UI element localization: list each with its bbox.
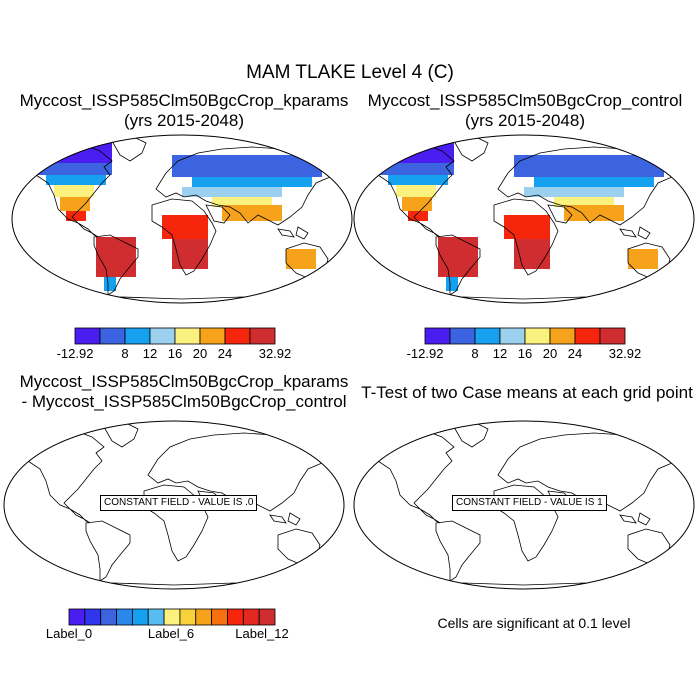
cb1-swatch-5 <box>199 327 226 345</box>
cb1-label-16: 16 <box>167 346 183 361</box>
panel-2-map <box>353 134 695 304</box>
cb2-label-20: 20 <box>542 346 558 361</box>
cb1-label-min: -12.92 <box>56 346 94 361</box>
cb2-label-24: 24 <box>567 346 583 361</box>
cb2-swatch-0 <box>424 327 451 345</box>
cb1-swatch-0 <box>74 327 101 345</box>
panel-1-map <box>11 134 353 304</box>
cb3-swatch-2 <box>100 608 117 626</box>
figure-title: MAM TLAKE Level 4 (C) <box>246 62 454 83</box>
cb3-swatch-1 <box>84 608 102 626</box>
cb3-label-6: Label_6 <box>147 626 195 641</box>
panel-4-map <box>353 420 695 590</box>
cb2-label-16: 16 <box>517 346 533 361</box>
colorbar-panel-2 <box>424 327 626 345</box>
panel-4-title-line1: T-Test of two Case means at each grid po… <box>361 383 693 402</box>
cb2-label-8: 8 <box>471 346 479 361</box>
constant-field-label-difference: CONSTANT FIELD - VALUE IS .0 <box>100 495 258 511</box>
panel-2-title-line1: Myccost_ISSP585Clm50BgcCrop_control <box>367 91 683 110</box>
cb2-swatch-2 <box>474 327 501 345</box>
cb3-swatch-5 <box>147 608 165 626</box>
cb1-label-max: 32.92 <box>258 346 292 361</box>
cb3-label-0: Label_0 <box>45 626 93 641</box>
cb2-swatch-7 <box>599 327 626 345</box>
cb1-swatch-3 <box>149 327 176 345</box>
cb1-swatch-6 <box>224 327 251 345</box>
cb1-swatch-4 <box>174 327 201 345</box>
panel-2-title-line2: (yrs 2015-2048) <box>464 111 585 130</box>
cb3-swatch-3 <box>116 608 133 626</box>
cb2-swatch-4 <box>524 327 551 345</box>
cb3-swatch-7 <box>179 608 197 626</box>
significance-note: Cells are significant at 0.1 level <box>437 615 631 631</box>
panel-3-map <box>3 420 345 590</box>
cb2-swatch-6 <box>574 327 601 345</box>
cb3-swatch-9 <box>211 608 228 626</box>
panel-3-title-line1: Myccost_ISSP585Clm50BgcCrop_kparams <box>19 372 349 391</box>
constant-field-label-ttest: CONSTANT FIELD - VALUE IS 1 <box>452 495 607 511</box>
cb3-swatch-11 <box>242 608 260 626</box>
cb1-swatch-2 <box>124 327 151 345</box>
cb1-label-20: 20 <box>192 346 208 361</box>
cb2-swatch-3 <box>499 327 526 345</box>
cb1-label-8: 8 <box>121 346 129 361</box>
colorbar-difference <box>68 608 276 626</box>
cb1-swatch-7 <box>249 327 276 345</box>
colorbar-panel-1 <box>74 327 276 345</box>
cb2-swatch-1 <box>449 327 476 345</box>
cb1-swatch-1 <box>99 327 126 345</box>
cb2-label-max: 32.92 <box>608 346 642 361</box>
cb2-label-12: 12 <box>492 346 508 361</box>
cb3-swatch-8 <box>195 608 213 626</box>
cb3-label-12: Label_12 <box>235 626 289 641</box>
cb3-swatch-4 <box>131 608 149 626</box>
panel-1-title-line2: (yrs 2015-2048) <box>123 111 244 130</box>
cb3-swatch-0 <box>68 608 86 626</box>
panel-2-title: Myccost_ISSP585Clm50BgcCrop_control (yrs… <box>368 91 683 131</box>
cb2-swatch-5 <box>549 327 576 345</box>
panel-3-title: Myccost_ISSP585Clm50BgcCrop_kparams - My… <box>20 372 349 412</box>
panel-1-title-line1: Myccost_ISSP585Clm50BgcCrop_kparams <box>19 91 349 110</box>
cb3-swatch-10 <box>227 608 244 626</box>
cb3-swatch-12 <box>258 608 276 626</box>
panel-3-title-line2: - Myccost_ISSP585Clm50BgcCrop_control <box>21 392 347 411</box>
cb2-label-min: -12.92 <box>406 346 444 361</box>
cb3-swatch-6 <box>163 608 181 626</box>
panel-1-title: Myccost_ISSP585Clm50BgcCrop_kparams (yrs… <box>20 91 349 131</box>
panel-4-title: T-Test of two Case means at each grid po… <box>361 383 693 403</box>
cb1-label-12: 12 <box>142 346 158 361</box>
cb1-label-24: 24 <box>217 346 233 361</box>
